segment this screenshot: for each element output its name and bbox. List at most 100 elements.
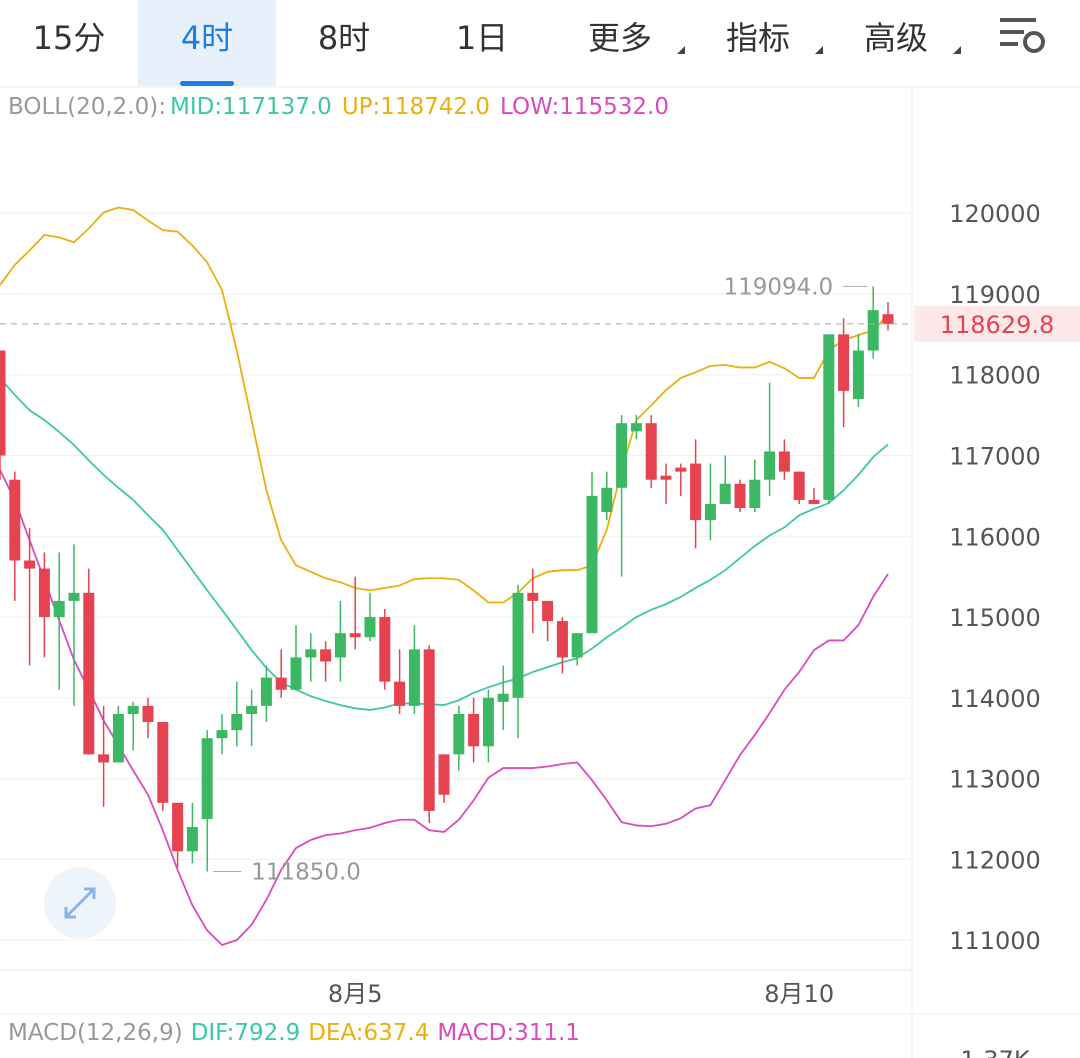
tab-label: 4时 xyxy=(180,19,234,57)
menu-arrow xyxy=(953,46,961,54)
candle-body xyxy=(334,633,346,658)
tab-label: 1日 xyxy=(455,19,509,57)
candle-body xyxy=(764,451,776,480)
y-tick-label: 115000 xyxy=(949,604,1041,632)
candle-body xyxy=(246,705,258,714)
macd-item: DEA:637.4 xyxy=(308,1020,429,1046)
candle-body xyxy=(778,451,790,472)
candle-body xyxy=(53,600,65,618)
candle-body xyxy=(186,827,198,852)
legend-entry: LOW:115532.0 xyxy=(500,94,669,120)
boll-line xyxy=(0,206,889,604)
candle-body xyxy=(305,649,317,658)
candle-body xyxy=(601,487,613,513)
candle-body xyxy=(793,471,805,500)
candle-body xyxy=(172,802,184,852)
candle-body xyxy=(586,495,598,634)
menu-arrow xyxy=(815,46,823,54)
boll-line xyxy=(0,469,889,946)
legend-entry: UP:118742.0 xyxy=(342,94,490,120)
candle-body xyxy=(660,475,672,480)
candle-body xyxy=(231,713,243,731)
tab-label: 高级 xyxy=(863,19,928,57)
candle-body xyxy=(438,754,450,795)
macd-legend: MACD(12,26,9) DIF:792.9 DEA:637.4 MACD:311.… xyxy=(8,1020,580,1046)
macd-axis-label: 1.37K xyxy=(960,1046,1030,1058)
tab-label: 更多 xyxy=(587,19,652,57)
candle-body xyxy=(527,592,539,601)
boll-line xyxy=(0,377,889,711)
y-tick-label: 117000 xyxy=(949,443,1041,471)
candle-body xyxy=(275,677,287,690)
candle-body xyxy=(38,568,50,618)
candle-body xyxy=(867,310,879,351)
y-tick-label: 120000 xyxy=(949,200,1041,228)
candle-body xyxy=(512,592,524,698)
candle-body xyxy=(556,621,568,658)
candle-body xyxy=(98,754,110,763)
tab-label: 8时 xyxy=(317,19,371,57)
candle-body xyxy=(408,649,420,706)
candle-body xyxy=(290,657,302,690)
candle-body xyxy=(68,592,80,601)
legend-title: BOLL(20,2.0): xyxy=(8,94,166,120)
candle-body xyxy=(83,592,95,755)
candle-body xyxy=(719,483,731,504)
x-tick-label: 8月10 xyxy=(764,980,834,1008)
tab-label: 指标 xyxy=(725,19,790,57)
candle-body xyxy=(468,713,480,747)
candle-body xyxy=(616,423,628,488)
candle-body xyxy=(690,463,702,521)
candle-body xyxy=(734,483,746,508)
candle-body xyxy=(9,479,21,561)
tab[interactable]: 15分 xyxy=(0,0,138,86)
legend: BOLL(20,2.0): MID:117137.0 UP:118742.0 LOW:… xyxy=(8,94,669,120)
candle-body xyxy=(542,600,554,622)
y-tick-label: 112000 xyxy=(949,846,1041,874)
y-tick-label: 114000 xyxy=(949,685,1041,713)
candle-body xyxy=(394,681,406,706)
y-tick-label: 119000 xyxy=(949,281,1041,309)
candle-body xyxy=(127,705,139,714)
candle-body xyxy=(216,730,228,739)
candle-body xyxy=(630,423,642,432)
candle-body xyxy=(482,697,494,747)
settings-icon[interactable] xyxy=(1000,18,1045,53)
candle-body xyxy=(571,633,583,658)
candle-body xyxy=(142,705,154,723)
macd-item: DIF:792.9 xyxy=(191,1020,301,1046)
tab[interactable]: 高级 xyxy=(827,0,965,86)
candle-body xyxy=(453,713,465,755)
tab[interactable]: 4时 xyxy=(138,0,276,86)
macd-item: MACD:311.1 xyxy=(437,1020,580,1046)
tab[interactable]: 1日 xyxy=(413,0,551,86)
candle-body xyxy=(704,503,716,521)
candle-body xyxy=(260,677,272,706)
candle-body xyxy=(0,350,6,456)
candle-body xyxy=(320,649,332,662)
y-tick-label: 113000 xyxy=(949,766,1041,794)
candle-body xyxy=(823,334,835,500)
tab-bar: 15分 4时 8时 1日 更多 指标 高级 xyxy=(0,0,1080,86)
tab[interactable]: 8时 xyxy=(275,0,413,86)
y-tick-label: 111000 xyxy=(949,927,1041,955)
candle-body xyxy=(497,693,509,702)
candle-body xyxy=(423,649,435,811)
candle-body xyxy=(112,713,124,763)
candle-body xyxy=(201,738,213,819)
candle-body xyxy=(808,499,820,504)
y-tick-label: 116000 xyxy=(949,523,1041,551)
last-price-box xyxy=(914,305,1080,342)
tab[interactable]: 更多 xyxy=(551,0,689,86)
candle-body xyxy=(157,722,169,803)
macd-title: MACD(12,26,9) xyxy=(8,1020,183,1046)
candle-body xyxy=(838,334,850,391)
tab-label: 15分 xyxy=(32,19,106,57)
max-label: 119094.0 xyxy=(723,274,833,300)
candle-body xyxy=(379,617,391,682)
expand-button[interactable] xyxy=(44,867,116,939)
candle-body xyxy=(852,350,864,399)
tab[interactable]: 指标 xyxy=(689,0,827,86)
